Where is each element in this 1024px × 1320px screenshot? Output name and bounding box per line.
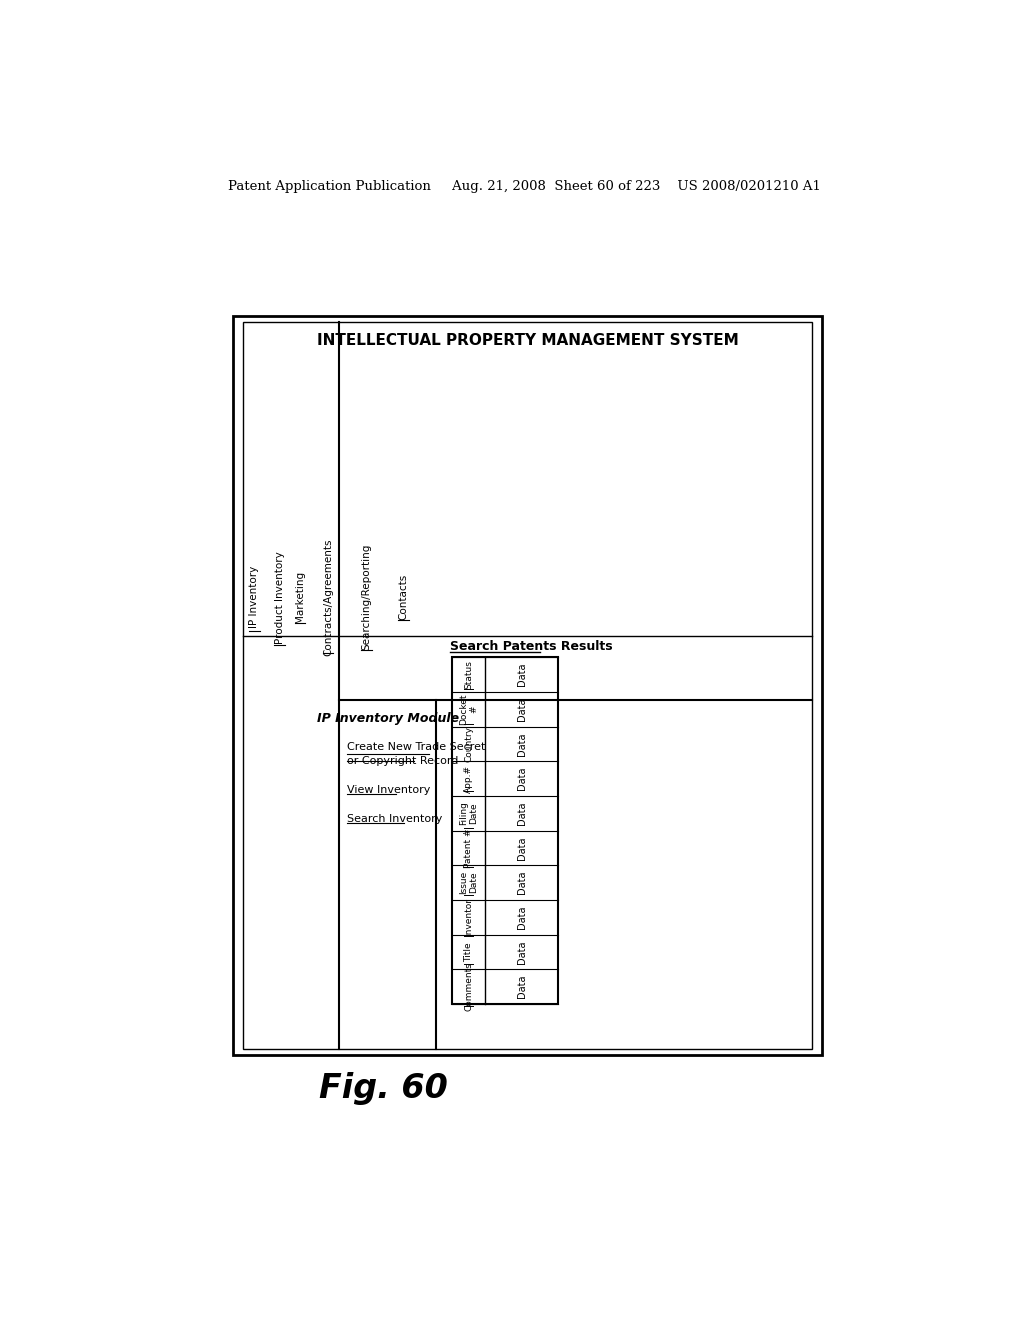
Text: Data: Data — [517, 836, 526, 859]
Text: Data: Data — [517, 974, 526, 998]
Text: View Inventory: View Inventory — [346, 785, 430, 795]
Text: Search Inventory: Search Inventory — [346, 814, 442, 824]
Text: Filing
Date: Filing Date — [459, 801, 478, 825]
Text: Product Inventory: Product Inventory — [274, 550, 285, 644]
Text: Data: Data — [517, 767, 526, 791]
Text: IP Inventory: IP Inventory — [249, 566, 259, 628]
Text: Patent #: Patent # — [464, 828, 473, 867]
Bar — [452, 657, 558, 1003]
Bar — [243, 322, 812, 1049]
Text: Searching/Reporting: Searching/Reporting — [361, 544, 372, 651]
Text: Contracts/Agreements: Contracts/Agreements — [323, 539, 333, 656]
Text: Data: Data — [517, 940, 526, 964]
Text: Country: Country — [464, 726, 473, 762]
Text: Search Patents Results: Search Patents Results — [450, 640, 612, 653]
Bar — [232, 317, 821, 1056]
Text: Data: Data — [517, 801, 526, 825]
Text: App.#: App.# — [464, 764, 473, 792]
Text: INTELLECTUAL PROPERTY MANAGEMENT SYSTEM: INTELLECTUAL PROPERTY MANAGEMENT SYSTEM — [317, 334, 738, 348]
Text: Contacts: Contacts — [398, 574, 409, 620]
Text: Patent Application Publication     Aug. 21, 2008  Sheet 60 of 223    US 2008/020: Patent Application Publication Aug. 21, … — [228, 181, 821, 194]
Text: Issue
Date: Issue Date — [459, 871, 478, 894]
Text: Data: Data — [517, 871, 526, 895]
Text: IP Inventory Module: IP Inventory Module — [316, 711, 459, 725]
Text: Fig. 60: Fig. 60 — [319, 1072, 449, 1105]
Text: Data: Data — [517, 697, 526, 721]
Text: Status: Status — [464, 660, 473, 689]
Text: Marketing: Marketing — [295, 572, 305, 623]
Text: Comments: Comments — [464, 962, 473, 1011]
Text: Title: Title — [464, 942, 473, 962]
Text: Data: Data — [517, 663, 526, 686]
Text: Create New Trade Secret
or Copyright Record: Create New Trade Secret or Copyright Rec… — [346, 742, 485, 766]
Text: Data: Data — [517, 733, 526, 756]
Text: Data: Data — [517, 906, 526, 929]
Text: Docket
#: Docket # — [459, 693, 478, 725]
Text: Inventor: Inventor — [464, 898, 473, 936]
